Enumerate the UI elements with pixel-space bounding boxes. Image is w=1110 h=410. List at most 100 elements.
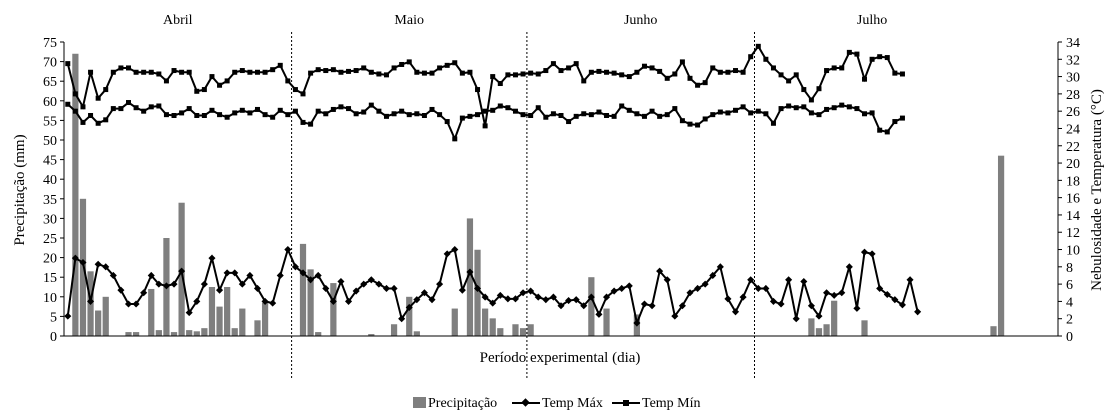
temp-max-point [299, 269, 307, 277]
temp-min-point [535, 71, 541, 77]
y-tick-right-label: 4 [1066, 295, 1073, 310]
temp-min-point [869, 56, 875, 62]
nebulosity-point [679, 118, 685, 124]
temp-min-point [626, 74, 632, 80]
temp-min-point [148, 69, 154, 75]
nebulosity-point [338, 104, 344, 110]
temp-max-point [587, 293, 595, 301]
temp-min-point [611, 70, 617, 76]
nebulosity-point [163, 112, 169, 118]
temp-max-point [671, 312, 679, 320]
temp-min-point [520, 71, 526, 77]
y-tick-right-label: 30 [1066, 71, 1080, 86]
temp-max-point [94, 260, 102, 268]
temp-min-point [490, 74, 496, 80]
temp-min-point [786, 78, 792, 84]
temp-min-point [755, 43, 761, 49]
y-tick-left-label: 5 [50, 310, 57, 325]
nebulosity-point [763, 111, 769, 117]
temp-min-point [323, 68, 329, 74]
y-tick-right-label: 32 [1066, 53, 1080, 68]
precipitation-bar [239, 308, 246, 336]
temp-min-point [247, 69, 253, 75]
temp-max-point [565, 297, 573, 305]
temp-min-point [459, 70, 465, 76]
precipitation-bar [603, 308, 610, 336]
temp-min-point [126, 65, 131, 71]
temp-max-point [246, 271, 254, 280]
nebulosity-point [224, 114, 230, 120]
temp-max-point [557, 302, 565, 310]
temp-min-point [163, 78, 169, 84]
temp-min-point [604, 69, 610, 75]
nebulosity-point [467, 113, 473, 119]
temp-max-point [572, 296, 580, 304]
temp-min-point [512, 72, 518, 78]
temp-min-point [482, 123, 488, 129]
nebulosity-point [899, 115, 905, 121]
y-tick-left-label: 35 [43, 193, 57, 208]
temp-min-point [801, 87, 807, 93]
temp-min-point [452, 60, 458, 66]
temp-max-point [238, 280, 246, 288]
nebulosity-point [110, 106, 116, 112]
temp-min-point [550, 61, 556, 67]
nebulosity-point [277, 107, 283, 113]
y-tick-left-label: 10 [43, 291, 57, 306]
temp-max-point [625, 282, 633, 290]
temp-min-point [88, 69, 94, 75]
temp-min-point [391, 65, 397, 71]
temp-max-point [405, 303, 413, 311]
temp-max-line [66, 246, 919, 327]
precipitation-bar [390, 324, 398, 336]
temp-max-point [883, 290, 891, 299]
nebulosity-point [285, 112, 291, 118]
temp-max-point [200, 280, 208, 288]
nebulosity-point [330, 106, 336, 112]
temp-max-point [906, 276, 914, 284]
nebulosity-point [604, 113, 610, 118]
temp-max-point [223, 269, 231, 277]
temp-max-point [428, 296, 436, 304]
nebulosity-point [490, 107, 496, 113]
y-tick-left-label: 65 [43, 75, 57, 90]
y-tick-left-label: 45 [43, 154, 57, 169]
nebulosity-point [482, 108, 488, 114]
temp-max-point [663, 276, 671, 284]
temp-min-point [467, 69, 473, 75]
nebulosity-point [543, 114, 549, 120]
temp-min-point [65, 61, 71, 67]
temp-max-point [739, 293, 747, 301]
temp-min-point [133, 69, 139, 75]
y-tick-right-label: 6 [1066, 278, 1073, 293]
nebulosity-point [217, 112, 223, 118]
temp-max-point [284, 245, 292, 254]
nebulosity-point [179, 110, 185, 116]
month-label: Junho [624, 13, 657, 28]
temp-min-point [239, 68, 245, 74]
temp-min-point [566, 65, 572, 71]
temp-max-point [709, 271, 717, 280]
nebulosity-point [141, 108, 147, 114]
temp-min-point [141, 69, 147, 75]
nebulosity-point [201, 113, 207, 118]
precipitation-bar [466, 218, 474, 336]
precipitation-bar [170, 332, 178, 336]
temp-min-point [717, 69, 723, 75]
temp-max-point [117, 286, 125, 294]
precipitation-bar [261, 302, 269, 336]
temp-max-point [595, 310, 603, 318]
temp-max-point [345, 297, 353, 305]
temp-max-point [807, 302, 815, 310]
nebulosity-point [429, 106, 435, 112]
y-tick-left-label: 50 [43, 134, 57, 149]
precipitation-bar [474, 249, 481, 336]
temp-max-point [769, 297, 777, 305]
y-axis-right-title: Nebulosidade e Temperatura (°C) [1089, 89, 1105, 291]
temp-max-point [382, 284, 391, 292]
nebulosity-point [376, 108, 382, 114]
temp-min-point [475, 87, 481, 93]
nebulosity-point [801, 104, 807, 110]
precipitation-bar [315, 332, 322, 336]
precipitation-bar [216, 306, 223, 336]
